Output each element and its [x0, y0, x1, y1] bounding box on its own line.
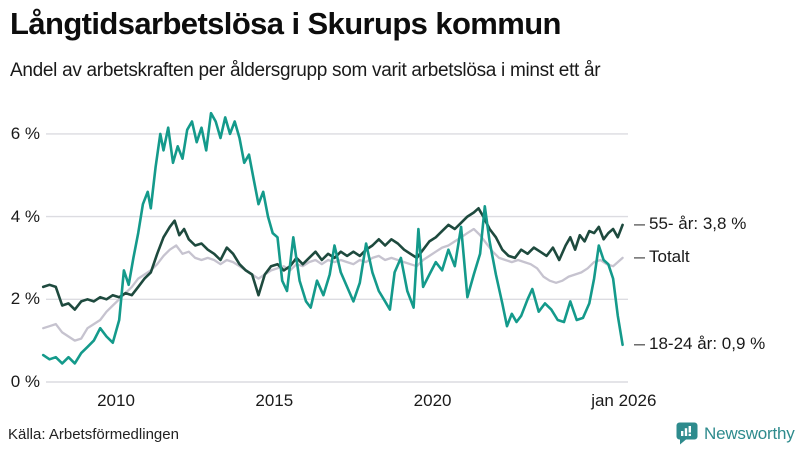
x-axis-tick-label: 2010 [97, 391, 135, 410]
x-axis-tick-label: 2015 [255, 391, 294, 410]
y-axis-tick-label: 4 % [10, 206, 40, 226]
series-line-18-24 [41, 111, 624, 365]
source-note: Källa: Arbetsförmedlingen [8, 426, 179, 443]
page-title: Långtidsarbetslösa i Skurups kommun [10, 6, 562, 41]
x-axis-tick-label: 2020 [413, 391, 452, 410]
series-label-18-24: 18-24 år: 0,9 % [649, 334, 766, 354]
series-line-totalt [42, 227, 624, 342]
chart-subtitle: Andel av arbetskraften per åldersgrupp s… [10, 60, 601, 81]
newsworthy-logo-icon [676, 422, 698, 445]
x-axis-tick-label: jan 2026 [591, 391, 657, 410]
brand-name: Newsworthy [704, 423, 795, 443]
newsworthy-brand[interactable]: Newsworthy [676, 422, 795, 445]
series-label-totalt: Totalt [649, 247, 690, 267]
series-line-55plus [41, 207, 624, 311]
y-axis-tick-label: 6 % [10, 123, 40, 143]
series-label-55plus: 55- år: 3,8 % [649, 214, 747, 234]
y-axis-tick-label: 0 % [10, 372, 40, 391]
y-axis-tick-label: 2 % [10, 289, 40, 309]
